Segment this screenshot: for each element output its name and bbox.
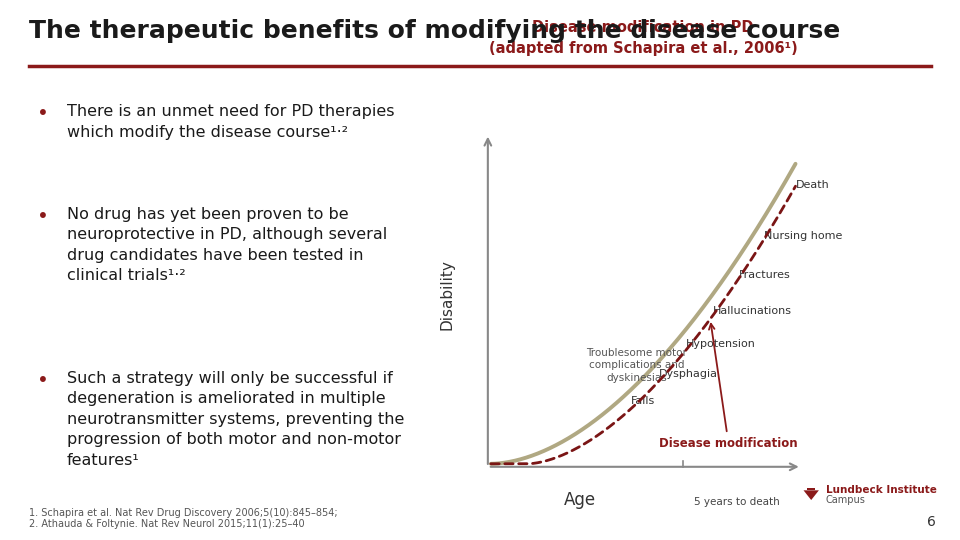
Text: Disability: Disability [440,259,454,330]
Text: Hallucinations: Hallucinations [712,306,792,316]
Text: Age: Age [564,491,596,509]
Text: Hypotension: Hypotension [686,339,756,349]
Text: Fractures: Fractures [738,270,790,280]
Text: Such a strategy will only be successful if
degeneration is ameliorated in multip: Such a strategy will only be successful … [67,371,404,468]
Text: No drug has yet been proven to be
neuroprotective in PD, although several
drug c: No drug has yet been proven to be neurop… [67,207,387,283]
Text: Campus: Campus [826,495,866,505]
Text: Falls: Falls [632,396,656,406]
Text: Dysphagia: Dysphagia [660,369,718,379]
Text: •: • [37,207,49,226]
Text: Nursing home: Nursing home [764,231,843,241]
Text: Disease modification: Disease modification [660,324,798,450]
Text: Lundbeck Institute: Lundbeck Institute [826,485,936,495]
Text: 5 years to death: 5 years to death [694,497,780,507]
Text: •: • [37,104,49,123]
Text: 6: 6 [927,515,936,529]
Text: •: • [37,371,49,390]
Text: Troublesome motor
complications and
dyskinesias: Troublesome motor complications and dysk… [586,348,686,383]
Text: Disease modification in PD
(adapted from Schapira et al., 2006¹): Disease modification in PD (adapted from… [489,19,798,56]
Text: 1. Schapira et al. Nat Rev Drug Discovery 2006;5(10):845–854;
2. Athauda & Folty: 1. Schapira et al. Nat Rev Drug Discover… [29,508,337,529]
Text: The therapeutic benefits of modifying the disease course: The therapeutic benefits of modifying th… [29,19,840,43]
Text: There is an unmet need for PD therapies
which modify the disease course¹·²: There is an unmet need for PD therapies … [67,104,395,140]
Text: Death: Death [796,180,829,190]
